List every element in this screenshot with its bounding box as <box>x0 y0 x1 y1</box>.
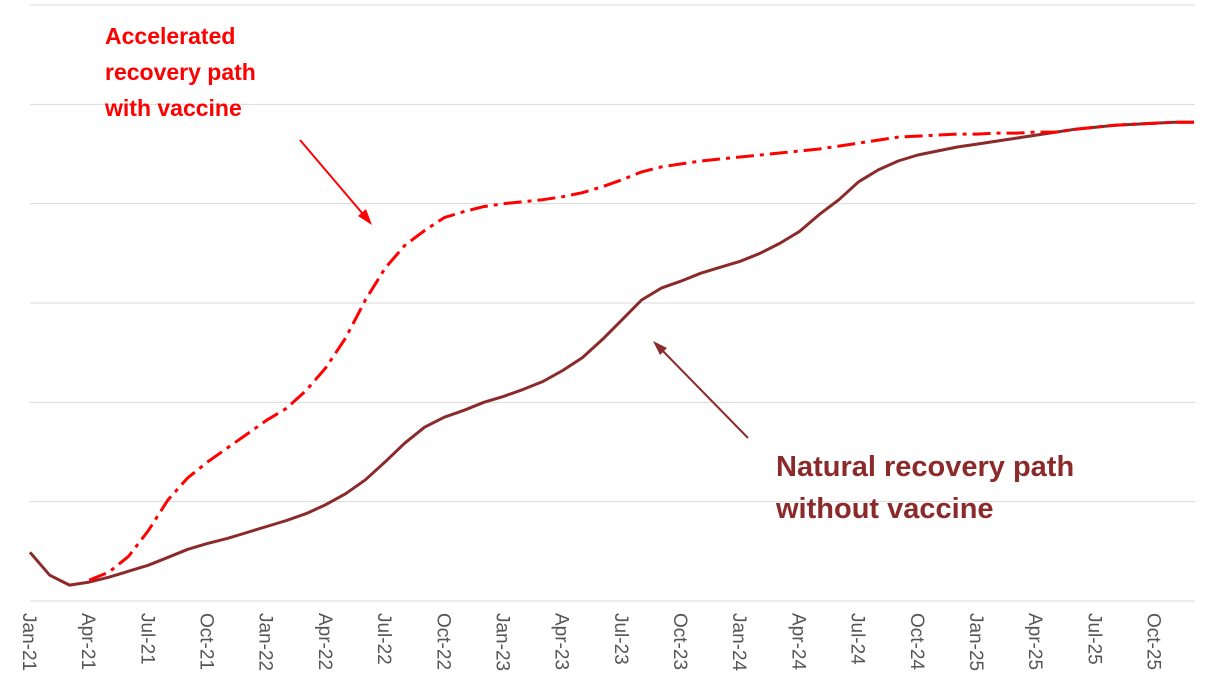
plot: Jan-21 Apr-21 Jul-21 Oct-21 Jan-22 Apr-22 Jul-… <box>18 120 1194 672</box>
x-tick-label: Apr-25 <box>1024 613 1045 670</box>
annotation-line: Natural recovery path <box>776 451 1074 483</box>
x-tick-label: Oct-24 <box>906 613 927 670</box>
annotation-line: with vaccine <box>104 95 242 121</box>
annotation-arrow <box>653 341 749 439</box>
x-tick-label: Oct-22 <box>432 613 453 670</box>
annotation-arrow <box>299 139 372 225</box>
x-tick-label: Jul-21 <box>136 613 157 665</box>
x-tick-label: Jan-22 <box>255 613 276 671</box>
annotation-line: recovery path <box>105 59 256 85</box>
x-tick-label: Apr-24 <box>787 613 808 670</box>
series-line <box>88 120 1194 582</box>
x-tick-label: Jul-22 <box>373 613 394 665</box>
x-tick-label: Oct-25 <box>1143 613 1164 670</box>
x-tick-label: Jul-24 <box>847 613 868 665</box>
x-tick-label: Jul-25 <box>1083 613 1104 665</box>
x-tick-label: Apr-22 <box>314 613 335 670</box>
annotation-line: Accelerated <box>105 23 235 49</box>
x-tick-label: Jan-21 <box>18 613 39 671</box>
x-tick-label: Jan-24 <box>728 613 749 672</box>
x-tick-label: Jul-23 <box>610 613 631 665</box>
series-line <box>28 120 1194 587</box>
x-tick-label: Oct-23 <box>669 613 690 670</box>
x-tick-label: Apr-21 <box>77 613 98 670</box>
annotation-line: without vaccine <box>775 493 994 525</box>
x-tick-label: Jan-23 <box>491 613 512 671</box>
x-tick-label: Apr-23 <box>551 613 572 670</box>
x-tick-label: Jan-25 <box>965 613 986 671</box>
x-tick-label: Oct-21 <box>196 613 217 670</box>
